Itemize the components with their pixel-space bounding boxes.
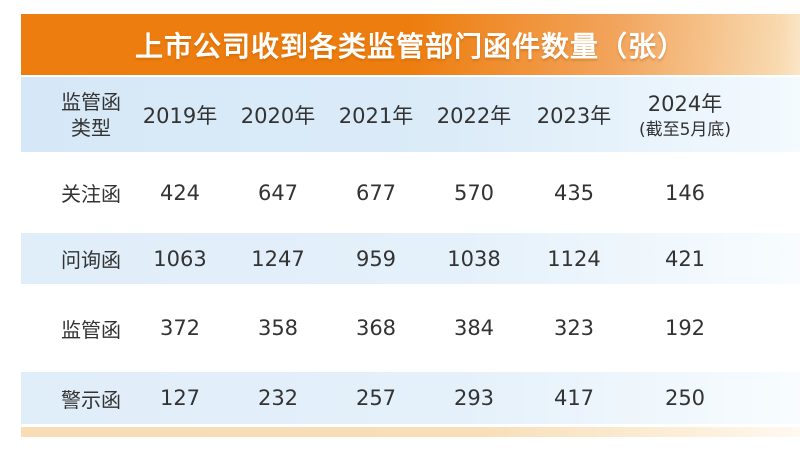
table-cell-value: 1063 [153, 246, 207, 271]
table-header-row: 监管函 类型 2019年 2020年 2021年 2022年 2023年 2024年 (… [21, 77, 800, 152]
table-cell-value: 570 [453, 180, 495, 205]
column-header-year-4: 2023年 [536, 103, 612, 128]
row-label: 问询函 [61, 248, 121, 272]
row-filler [745, 284, 800, 372]
table-cell-value: 1247 [251, 246, 305, 271]
table-cell-value: 368 [355, 316, 397, 340]
row-filler [745, 372, 800, 424]
header-filler [745, 77, 800, 152]
table-cell-value: 417 [553, 386, 595, 410]
table-row: 监管函 372 358 368 384 323 192 [21, 284, 800, 372]
bottom-accent-strip [21, 427, 800, 437]
column-header-year-1: 2020年 [240, 103, 316, 128]
row-label: 关注函 [61, 182, 121, 206]
table-row: 警示函 127 232 257 293 417 250 [21, 372, 800, 424]
table-cell-value: 358 [257, 316, 299, 340]
title-bar: 上市公司收到各类监管部门函件数量（张） [21, 14, 800, 75]
table-cell-value: 372 [159, 316, 201, 340]
column-header-2024-line1: 2024年 [647, 92, 723, 117]
table-cell-value: 1124 [547, 246, 601, 271]
table-cell-value: 257 [355, 386, 397, 410]
row-label: 监管函 [61, 317, 121, 342]
table-cell-value: 146 [664, 180, 706, 205]
table-cell-value: 421 [664, 246, 706, 271]
table-cell-value: 232 [257, 386, 299, 410]
table-cell-value: 677 [355, 180, 397, 205]
column-header-letter-type: 监管函 类型 [21, 77, 131, 152]
column-header-year-3: 2022年 [436, 103, 512, 128]
table-cell-value: 1038 [447, 246, 501, 271]
table-cell-value: 424 [159, 180, 201, 205]
column-header-letter-type-line1: 监管函 [61, 89, 121, 114]
column-header-2024-line2: (截至5月底) [638, 120, 732, 141]
table-cell-value: 647 [257, 180, 299, 205]
table-cell-value: 959 [355, 246, 397, 271]
regulatory-letters-infographic: 上市公司收到各类监管部门函件数量（张） 监管函 类型 2019年 2020年 202… [21, 14, 800, 437]
row-filler [745, 233, 800, 284]
column-header-year-0: 2019年 [142, 103, 218, 128]
table-cell-value: 435 [553, 180, 595, 205]
column-header-year-2: 2021年 [338, 103, 414, 128]
table-row: 问询函 1063 1247 959 1038 1124 421 [21, 233, 800, 284]
table-row: 关注函 424 647 677 570 435 146 [21, 152, 800, 233]
column-header-letter-type-line2: 类型 [71, 115, 111, 140]
table-cell-value: 293 [453, 386, 495, 410]
column-header-2024: 2024年 (截至5月底) [625, 77, 745, 152]
row-label: 警示函 [61, 387, 121, 412]
table-cell-value: 323 [553, 316, 595, 340]
table-cell-value: 250 [664, 386, 706, 410]
table-cell-value: 127 [159, 386, 201, 410]
row-filler [745, 152, 800, 233]
table-body: 关注函 424 647 677 570 435 146 问询函 1063 1247 959 1038 1… [21, 152, 800, 424]
table-cell-value: 384 [453, 316, 495, 340]
table-cell-value: 192 [664, 316, 706, 340]
page-title: 上市公司收到各类监管部门函件数量（张） [134, 29, 686, 63]
